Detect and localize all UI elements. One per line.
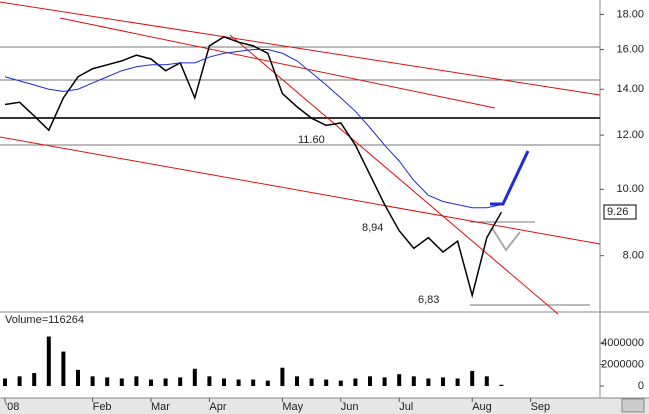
volume-bar bbox=[222, 378, 226, 386]
volume-bar bbox=[441, 377, 445, 386]
volume-bar bbox=[309, 378, 314, 386]
volume-bar bbox=[251, 379, 256, 386]
volume-bar bbox=[455, 378, 460, 386]
volume-title: Volume=116264 bbox=[5, 314, 84, 326]
volume-bar bbox=[265, 380, 270, 386]
projection-arrow bbox=[490, 150, 530, 206]
volume-bar bbox=[484, 376, 489, 386]
y-tick-label: 0 bbox=[638, 380, 644, 392]
volume-bar bbox=[207, 376, 212, 386]
y-tick-label: 12.00 bbox=[616, 129, 644, 141]
annotation: 6,83 bbox=[418, 294, 439, 306]
x-tick-label: Apr bbox=[209, 401, 226, 413]
y-tick-label: 18.00 bbox=[616, 8, 644, 20]
price-line bbox=[4, 35, 503, 299]
volume-bar bbox=[149, 379, 153, 386]
volume-bar bbox=[397, 374, 402, 386]
x-tick-label: Feb bbox=[93, 401, 112, 413]
y-tick-label: 4000000 bbox=[601, 337, 644, 349]
price-tag-box bbox=[603, 204, 637, 220]
volume-bar bbox=[119, 378, 124, 386]
y-tick-label: 8.00 bbox=[623, 250, 644, 262]
down-arrow bbox=[491, 227, 521, 252]
volume-bar bbox=[368, 376, 372, 386]
volume-bar bbox=[295, 376, 299, 386]
volume-bar bbox=[90, 376, 95, 386]
price-line bbox=[4, 49, 502, 209]
y-tick-label: 16.00 bbox=[616, 43, 644, 55]
volume-bar bbox=[17, 376, 22, 386]
volume-bar bbox=[411, 376, 416, 386]
volume-bar bbox=[163, 378, 168, 386]
volume-bar bbox=[280, 367, 285, 386]
x-tick-label: Jul bbox=[399, 401, 413, 413]
volume-bar bbox=[426, 378, 431, 386]
volume-bar bbox=[3, 378, 7, 386]
volume-bar bbox=[338, 380, 343, 386]
x-tick-label: '08 bbox=[5, 401, 19, 413]
icon bbox=[621, 398, 645, 413]
volume-bar bbox=[32, 373, 37, 386]
volume-bar bbox=[76, 369, 80, 386]
volume-bar bbox=[192, 368, 197, 386]
volume-bar bbox=[105, 377, 110, 386]
volume-bar bbox=[236, 379, 241, 386]
y-tick-label: 10.00 bbox=[616, 183, 644, 195]
x-tick-label: Jun bbox=[341, 401, 359, 413]
y-tick-label: 14.00 bbox=[616, 83, 644, 95]
volume-bar bbox=[46, 336, 51, 386]
trend-line bbox=[0, 136, 601, 245]
volume-bar bbox=[134, 376, 139, 386]
y-tick-label: 2000000 bbox=[601, 358, 644, 370]
volume-bar bbox=[178, 377, 183, 386]
volume-bar bbox=[353, 378, 358, 386]
volume-bar bbox=[470, 370, 475, 386]
volume-bar bbox=[324, 379, 329, 386]
x-tick-label: Sep bbox=[531, 401, 551, 413]
annotation: 8,94 bbox=[362, 222, 383, 234]
volume-bar bbox=[382, 377, 387, 386]
time-axis-band bbox=[0, 398, 649, 414]
trend-line bbox=[0, 1, 601, 96]
trend-line bbox=[59, 17, 496, 109]
trend-line bbox=[229, 34, 559, 315]
x-tick-label: Mar bbox=[151, 401, 170, 413]
annotation: 11.60 bbox=[298, 134, 325, 146]
x-tick-label: May bbox=[282, 401, 303, 413]
volume-bar bbox=[499, 384, 504, 386]
price-tag: 9.26 bbox=[607, 206, 628, 218]
x-tick-label: Aug bbox=[472, 401, 492, 413]
volume-bar bbox=[61, 351, 66, 386]
